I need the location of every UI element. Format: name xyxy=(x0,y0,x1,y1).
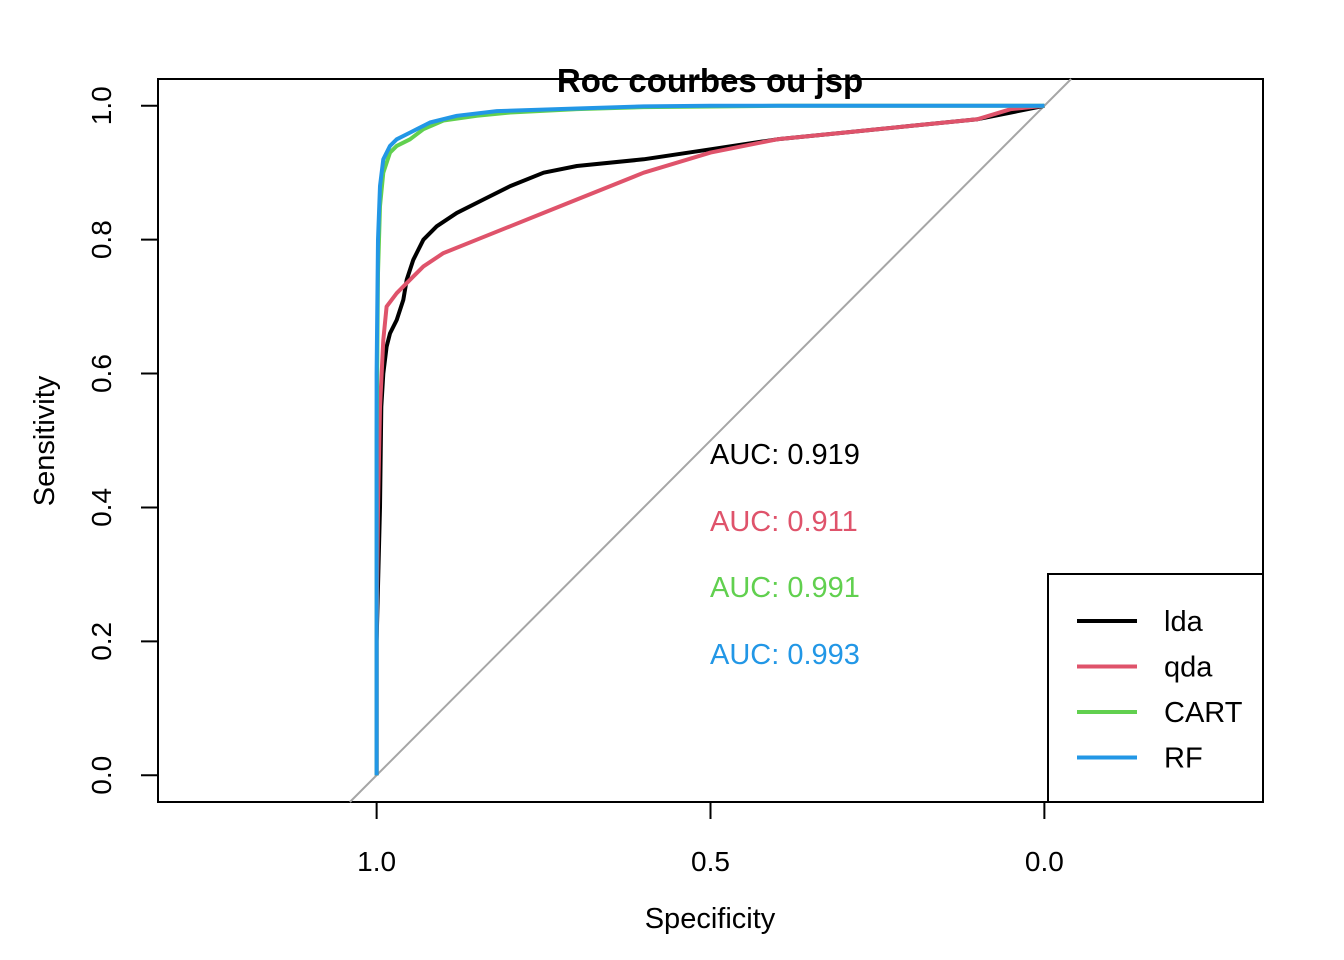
legend-label-qda: qda xyxy=(1164,652,1213,684)
y-tick-label: 1.0 xyxy=(86,86,117,125)
y-axis-label: Sensitivity xyxy=(29,375,61,506)
x-tick-label: 0.5 xyxy=(691,846,730,877)
auc-label-cart: AUC: 0.991 xyxy=(710,572,860,604)
y-tick-label: 0.4 xyxy=(86,488,117,527)
roc-curves xyxy=(374,103,1045,776)
legend-label-rf: RF xyxy=(1164,743,1203,775)
legend-label-cart: CART xyxy=(1164,697,1243,729)
auc-label-rf: AUC: 0.993 xyxy=(710,639,860,671)
x-axis-label: Specificity xyxy=(645,903,776,935)
auc-labels: AUC: 0.919 AUC: 0.911 AUC: 0.991 AUC: 0.993 xyxy=(710,439,860,671)
y-tick-label: 0.0 xyxy=(86,756,117,795)
diagonal-line xyxy=(349,78,1072,803)
chart-title: Roc courbes ou jsp xyxy=(557,62,863,99)
legend-box xyxy=(1047,573,1264,803)
roc-curve-rf xyxy=(374,103,1045,776)
x-tick-label: 1.0 xyxy=(357,846,396,877)
auc-label-qda: AUC: 0.911 xyxy=(710,506,858,538)
y-tick-label: 0.2 xyxy=(86,622,117,661)
reference-diagonal xyxy=(349,78,1072,803)
legend-label-lda: lda xyxy=(1164,606,1204,638)
auc-label-lda: AUC: 0.919 xyxy=(710,439,860,471)
y-tick-label: 0.6 xyxy=(86,354,117,393)
y-tick-label: 0.8 xyxy=(86,220,117,259)
roc-curve-qda xyxy=(374,103,1045,776)
axes: 1.0 0.5 0.0 0.0 0.2 0.4 0.6 0.8 1.0 xyxy=(86,78,1264,877)
legend: lda qda CART RF xyxy=(1047,573,1264,803)
x-tick-label: 0.0 xyxy=(1025,846,1064,877)
